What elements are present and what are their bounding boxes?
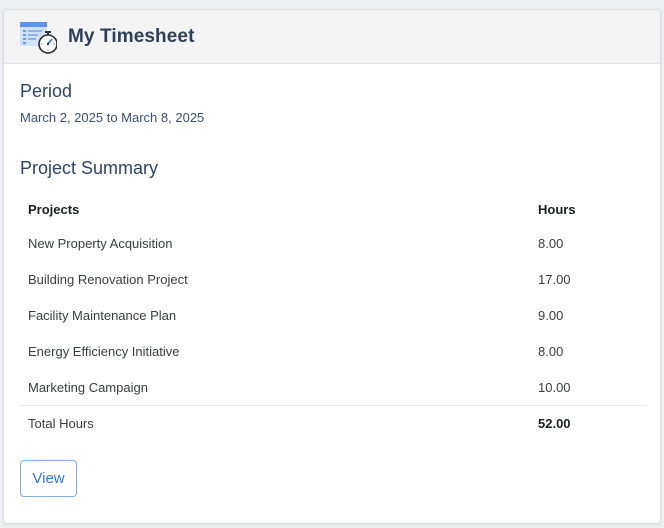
project-name: Energy Efficiency Initiative	[28, 343, 180, 359]
table-header-row: Projects Hours	[20, 193, 647, 225]
project-hours: 8.00	[538, 343, 564, 359]
project-summary-heading: Project Summary	[20, 158, 159, 178]
project-hours: 10.00	[538, 379, 571, 395]
project-hours: 9.00	[538, 307, 564, 323]
timesheet-stopwatch-icon	[19, 21, 58, 55]
period-heading: Period	[20, 81, 73, 101]
view-button[interactable]: View	[20, 460, 77, 497]
card-header: My Timesheet	[4, 10, 660, 64]
total-label: Total Hours	[20, 405, 530, 441]
column-header-hours: Hours	[538, 201, 576, 217]
total-hours: 52.00	[530, 405, 647, 441]
table-row: Marketing Campaign 10.00	[20, 369, 647, 406]
period-range: March 2, 2025 to March 8, 2025	[20, 110, 205, 125]
card-body: Period March 2, 2025 to March 8, 2025 Pr…	[4, 81, 660, 497]
project-name: Facility Maintenance Plan	[28, 307, 177, 323]
project-hours: 8.00	[538, 235, 564, 251]
column-header-projects: Projects	[28, 201, 80, 217]
project-hours: 17.00	[538, 271, 571, 287]
timesheet-card: My Timesheet Period March 2, 2025 to Mar…	[3, 9, 661, 524]
table-row: Building Renovation Project 17.00	[20, 261, 647, 297]
table-row: Energy Efficiency Initiative 8.00	[20, 333, 647, 369]
table-row: New Property Acquisition 8.00	[20, 225, 647, 261]
card-title: My Timesheet	[68, 25, 195, 47]
total-row: Total Hours 52.00	[20, 405, 647, 441]
project-name: New Property Acquisition	[28, 235, 173, 251]
project-name: Building Renovation Project	[28, 271, 188, 287]
project-name: Marketing Campaign	[28, 379, 148, 395]
project-summary-table: Projects Hours New Property Acquisition …	[20, 193, 647, 441]
table-row: Facility Maintenance Plan 9.00	[20, 297, 647, 333]
